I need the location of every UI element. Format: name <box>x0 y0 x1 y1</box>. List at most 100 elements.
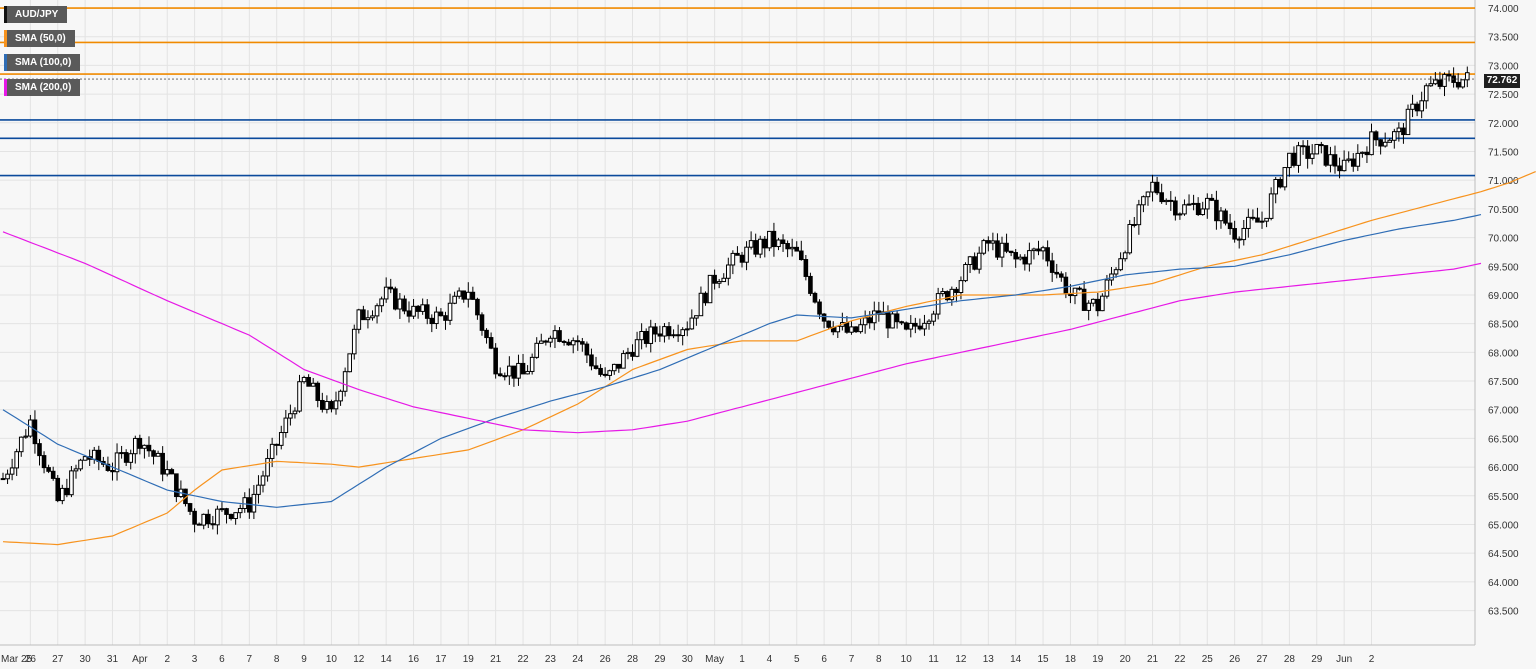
candle-up <box>119 452 124 455</box>
candle-up <box>292 410 298 415</box>
candle-down <box>1319 143 1324 147</box>
candle-down <box>821 313 827 322</box>
candle-down <box>794 246 800 252</box>
candle-down <box>986 240 991 244</box>
candle-down <box>388 286 394 290</box>
y-tick-label: 66.000 <box>1488 463 1519 474</box>
candle-down <box>894 313 900 323</box>
candle-up <box>538 340 544 344</box>
candle-up <box>976 252 982 270</box>
candle-up <box>370 315 375 319</box>
candle-down <box>826 320 831 328</box>
candle-down <box>1277 178 1283 188</box>
candle-down <box>438 311 444 317</box>
candle-up <box>1200 208 1206 216</box>
candle-up <box>60 487 65 502</box>
x-tick-label: 12 <box>955 654 967 665</box>
candle-down <box>415 305 421 312</box>
y-tick-label: 72.500 <box>1488 90 1519 101</box>
candle-up <box>625 351 631 355</box>
candle-down <box>972 256 977 270</box>
candle-down <box>1154 181 1160 194</box>
candle-up <box>1113 269 1119 275</box>
candle-down <box>1214 199 1219 222</box>
y-tick-label: 72.000 <box>1488 119 1519 130</box>
candle-up <box>1355 152 1361 167</box>
candle-down <box>1209 197 1215 201</box>
candle-up <box>931 313 936 322</box>
candle-down <box>589 354 594 367</box>
candle-up <box>1405 108 1411 136</box>
candle-up <box>662 326 667 337</box>
y-tick-label: 70.000 <box>1488 234 1519 245</box>
candle-down <box>735 252 740 256</box>
candle-up <box>516 362 521 379</box>
candle-down <box>424 304 430 319</box>
candle-down <box>808 275 813 294</box>
candle-up <box>288 413 293 419</box>
candle-down <box>1223 210 1228 224</box>
x-tick-label: 3 <box>192 654 198 665</box>
x-tick-label: 21 <box>1147 654 1159 665</box>
candle-up <box>1268 193 1274 219</box>
candle-down <box>1373 131 1379 141</box>
y-tick-label: 63.500 <box>1488 607 1519 618</box>
candle-up <box>242 497 248 509</box>
candle-down <box>520 362 526 375</box>
candle-up <box>269 443 275 459</box>
x-tick-label: 23 <box>545 654 557 665</box>
x-tick-label: 6 <box>821 654 827 665</box>
candle-down <box>1300 145 1306 148</box>
candle-up <box>219 508 225 511</box>
candle-up <box>310 382 316 387</box>
candle-down <box>137 437 143 449</box>
candle-up <box>958 280 964 293</box>
candle-down <box>123 452 129 463</box>
candle-down <box>580 341 585 345</box>
candle-down <box>995 240 1000 258</box>
candle-up <box>1273 178 1279 195</box>
symbol-swatch <box>4 6 7 23</box>
x-tick-label: 14 <box>1010 654 1022 665</box>
candle-down <box>602 373 608 376</box>
candle-down <box>917 325 923 330</box>
x-tick-label: 18 <box>1065 654 1077 665</box>
legend-sma50: SMA (50,0) <box>4 30 75 47</box>
candle-up <box>940 291 946 295</box>
candle-up <box>1428 83 1434 87</box>
candle-down <box>479 314 485 331</box>
candle-down <box>502 375 508 378</box>
candle-down <box>853 326 859 333</box>
candle-up <box>999 242 1005 258</box>
candle-down <box>151 450 156 457</box>
candle-down <box>205 513 211 525</box>
candle-down <box>329 401 334 410</box>
candle-up <box>9 467 15 475</box>
candle-up <box>767 230 772 249</box>
candle-down <box>274 443 279 446</box>
candle-up <box>1218 210 1224 222</box>
candle-down <box>315 382 321 401</box>
candle-down <box>1022 256 1028 265</box>
x-tick-label: 26 <box>600 654 612 665</box>
y-tick-label: 67.500 <box>1488 377 1519 388</box>
candle-down <box>488 337 494 349</box>
candle-up <box>201 513 207 526</box>
x-tick-label: 26 <box>25 654 37 665</box>
candle-up <box>789 246 795 250</box>
candle-up <box>776 239 781 248</box>
candle-up <box>648 326 654 344</box>
candle-up <box>351 328 357 355</box>
x-tick-label: Mar 25 <box>1 654 33 665</box>
x-tick-label: 30 <box>80 654 92 665</box>
candle-up <box>871 310 877 324</box>
sma200-swatch <box>4 79 7 96</box>
candle-down <box>475 298 480 316</box>
x-tick-label: 10 <box>326 654 338 665</box>
candle-down <box>1004 242 1009 252</box>
candle-up <box>1442 73 1447 87</box>
legend-sma200: SMA (200,0) <box>4 79 81 96</box>
last-price-tag: 72.762 <box>1484 74 1520 88</box>
x-tick-label: 14 <box>381 654 393 665</box>
